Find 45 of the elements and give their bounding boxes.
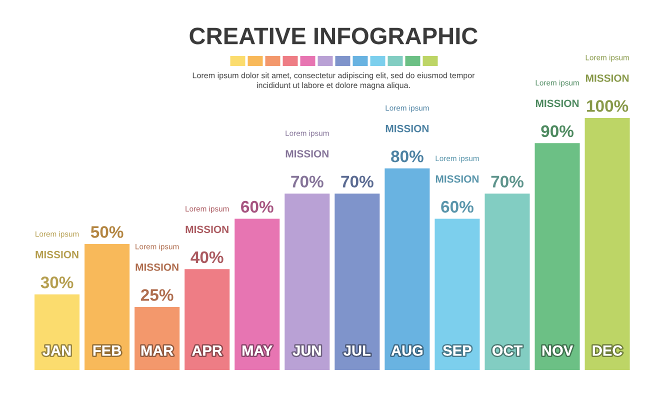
x-tick-label: OCT [492,345,522,356]
x-tick-label: FEB [93,346,121,356]
x-tick-label: AUG [391,345,422,356]
x-tick-label: JAN [42,346,71,356]
x-tick-label: APR [192,346,222,356]
data-label: 70% [491,176,524,188]
x-tick-label: NOV [542,345,573,356]
bar [84,244,130,370]
data-label: 50% [90,226,124,238]
annotation: MISSION [36,250,78,258]
data-label: 90% [541,125,574,138]
x-tick-label: JUL [344,346,371,356]
x-tick-label: MAY [242,346,272,356]
data-label: 25% [140,289,174,301]
bar [334,194,380,370]
bar [234,218,280,370]
bar [384,168,430,370]
annotation: MISSION [386,124,428,132]
x-tick-label: DEC [592,345,622,356]
data-label: 80% [391,150,424,162]
bar [584,118,630,370]
x-tick-label: SEP [443,345,472,356]
annotation: MISSION [186,226,228,234]
x-tick-label: JUN [292,346,321,356]
annotation: MISSION [286,150,328,158]
bar [184,269,230,370]
data-label: 60% [441,200,474,213]
bar [34,294,80,370]
data-label: 100% [587,100,628,112]
x-tick-label: MAR [141,346,174,356]
data-label: 30% [40,276,74,288]
text: MISSION [536,100,579,108]
annotation: MISSION [136,264,178,271]
data-label: 60% [241,200,274,213]
bar [434,218,480,370]
chart-title: CREATIVE INFOGRAPHIC [190,28,478,44]
bar [484,194,530,370]
data-label: 40% [190,251,224,264]
chart-subtitle: Lorem ipsum dolor sit amet, consectetur adipiscing elit, sed do eiusmod tempor incididunt ut labore et dolore magna aliqua. [192,72,475,90]
bar [534,143,580,370]
text: MISSION [586,74,629,82]
bar [284,194,330,370]
data-label: 70% [291,176,324,188]
data-label: 70% [341,176,374,188]
annotation: MISSION [436,175,479,183]
